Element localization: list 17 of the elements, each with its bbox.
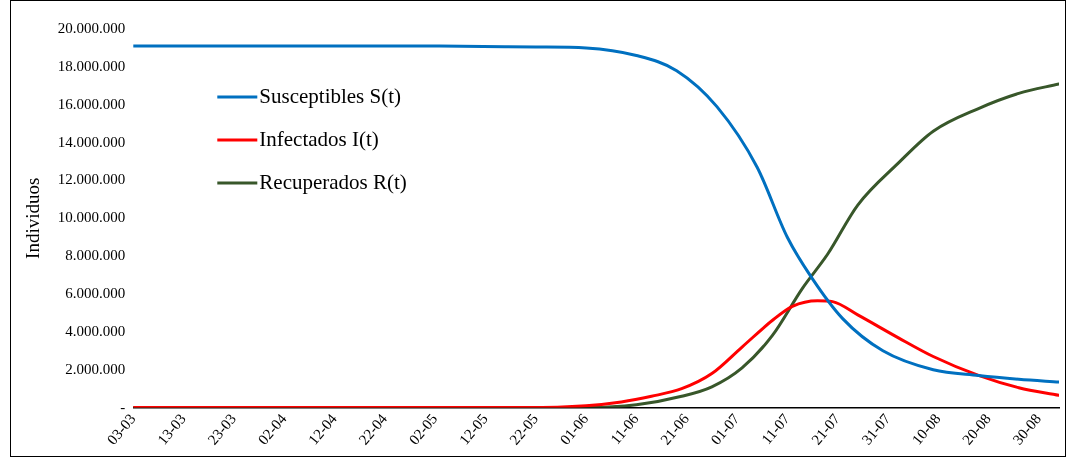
line-series xyxy=(133,44,1059,384)
y-tick-label: 2.000.000 xyxy=(65,360,126,377)
y-tick-label: 18.000.000 xyxy=(57,57,126,74)
line-series xyxy=(133,299,1059,408)
y-tick-label: 14.000.000 xyxy=(57,133,126,150)
legend-label: Recuperados R(t) xyxy=(259,169,407,194)
y-tick-label: 8.000.000 xyxy=(65,247,126,264)
y-tick-label: 16.000.000 xyxy=(57,95,126,112)
y-tick-label: 20.000.000 xyxy=(57,19,126,36)
legend-label: Infectados I(t) xyxy=(259,126,379,151)
y-tick-label: 4.000.000 xyxy=(65,322,126,339)
y-tick-label: - xyxy=(120,398,126,415)
y-tick-label: 12.000.000 xyxy=(57,171,126,188)
y-axis-title: Individuos xyxy=(22,177,44,259)
y-tick-label: 6.000.000 xyxy=(65,284,126,301)
y-tick-label: 10.000.000 xyxy=(57,209,126,226)
legend-label: Susceptibles S(t) xyxy=(259,83,402,108)
